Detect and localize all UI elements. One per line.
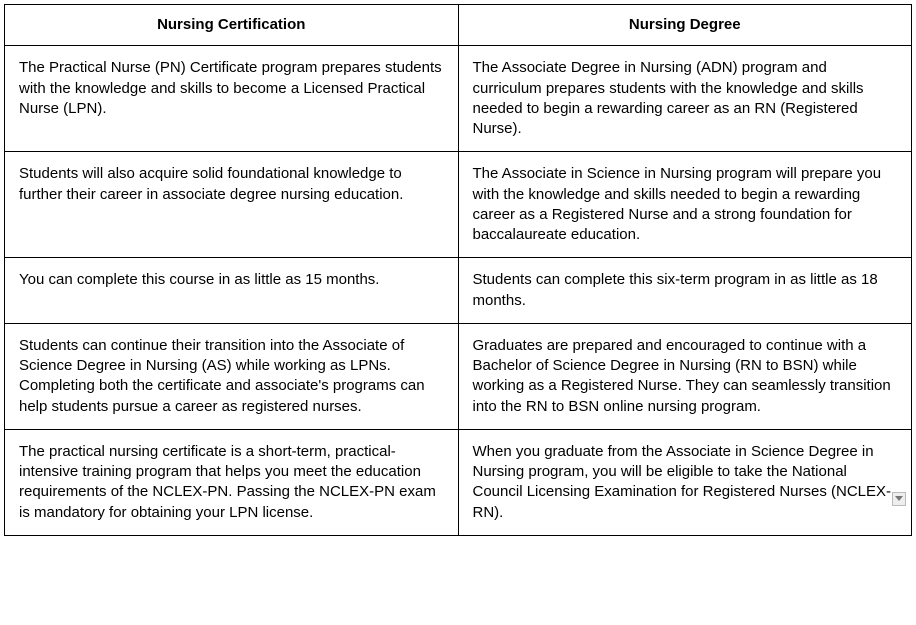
table-row: Students will also acquire solid foundat… [5, 152, 912, 258]
table-row: You can complete this course in as littl… [5, 258, 912, 324]
cell-certification: Students will also acquire solid foundat… [5, 152, 459, 258]
table-wrapper: Nursing Certification Nursing Degree The… [4, 4, 912, 536]
cell-degree: The Associate in Science in Nursing prog… [458, 152, 912, 258]
cell-degree: Students can complete this six-term prog… [458, 258, 912, 324]
table-header-row: Nursing Certification Nursing Degree [5, 5, 912, 46]
cell-certification: The practical nursing certificate is a s… [5, 429, 459, 535]
cell-degree: When you graduate from the Associate in … [458, 429, 912, 535]
table-row: The practical nursing certificate is a s… [5, 429, 912, 535]
cell-degree: Graduates are prepared and encouraged to… [458, 323, 912, 429]
comparison-table: Nursing Certification Nursing Degree The… [4, 4, 912, 536]
table-row: Students can continue their transition i… [5, 323, 912, 429]
table-row: The Practical Nurse (PN) Certificate pro… [5, 46, 912, 152]
column-header-certification: Nursing Certification [5, 5, 459, 46]
table-body: The Practical Nurse (PN) Certificate pro… [5, 46, 912, 536]
column-header-degree: Nursing Degree [458, 5, 912, 46]
cell-certification: You can complete this course in as littl… [5, 258, 459, 324]
cell-degree: The Associate Degree in Nursing (ADN) pr… [458, 46, 912, 152]
cell-certification: Students can continue their transition i… [5, 323, 459, 429]
cell-certification: The Practical Nurse (PN) Certificate pro… [5, 46, 459, 152]
chevron-down-icon[interactable] [892, 492, 906, 506]
